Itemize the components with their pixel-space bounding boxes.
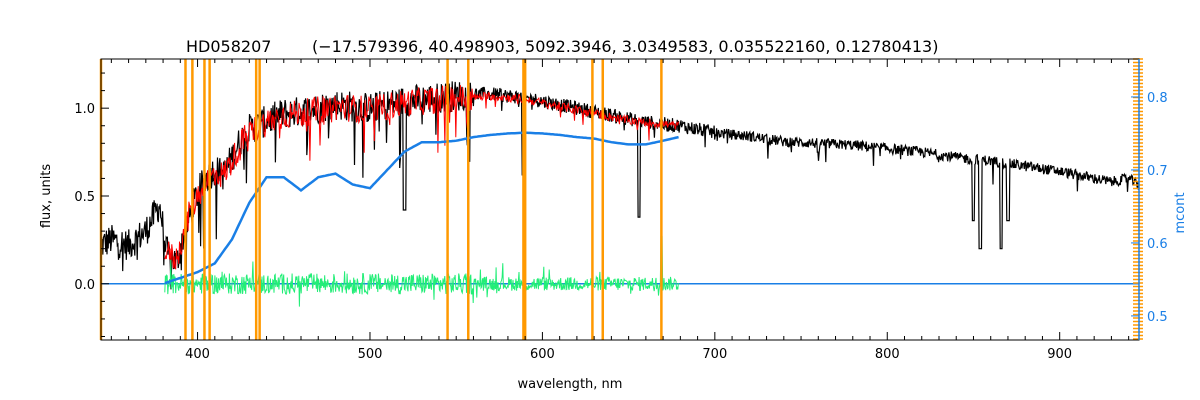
x-tick-label: 700: [702, 347, 727, 362]
y-tick-label: 0.0: [74, 278, 95, 293]
y2-tick-label: 0.6: [1147, 237, 1168, 252]
y2-tick-label: 0.7: [1147, 164, 1168, 179]
x-tick-label: 900: [1047, 347, 1072, 362]
x-tick-label: 800: [875, 347, 900, 362]
x-tick-label: 400: [185, 347, 210, 362]
chart-title-params: (−17.579396, 40.498903, 5092.3946, 3.034…: [312, 37, 938, 56]
residual-line: [164, 235, 679, 307]
y-axis-label: flux, units: [39, 164, 54, 229]
y2-axis-label: mcont: [1173, 192, 1188, 233]
x-tick-label: 500: [358, 347, 383, 362]
y2-tick-label: 0.8: [1147, 91, 1168, 106]
y-tick-label: 1.0: [74, 102, 95, 117]
x-tick-label: 600: [530, 347, 555, 362]
y2-tick-label: 0.5: [1147, 310, 1168, 325]
y-tick-label: 0.5: [74, 190, 95, 205]
chart-title-star: HD058207: [186, 37, 271, 56]
x-axis-label: wavelength, nm: [518, 377, 623, 392]
